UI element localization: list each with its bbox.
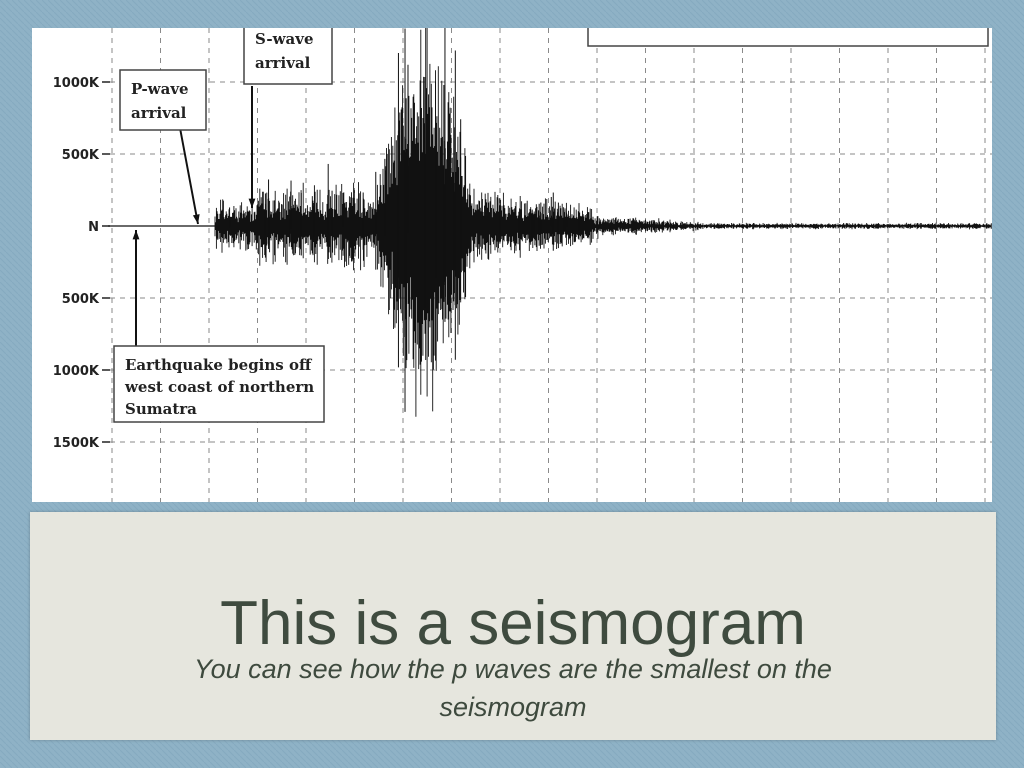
y-tick-label: 1000K [53, 76, 100, 91]
slide-subtitle: You can see how the p waves are the smal… [194, 654, 832, 722]
legend-box-partial [587, 28, 989, 47]
annotation-quake-box [113, 345, 325, 423]
arrow-p-wave-head [192, 214, 200, 224]
annotation-s-wave: S-wave arrival [243, 28, 333, 85]
y-tick-label: 500K [62, 292, 100, 307]
annotation-s-wave-label: arrival [255, 54, 311, 72]
y-axis-ticks: 1000K 500K N 500K 1000K 1500K [53, 76, 222, 451]
seismogram-trace [214, 28, 992, 417]
caption-panel: This is a seismogram You can see how the… [30, 512, 996, 740]
annotation-p-wave-box [119, 69, 207, 131]
annotation-quake: Earthquake begins off west coast of north… [113, 345, 325, 423]
seismogram-waveform [214, 28, 992, 417]
annotation-quake-label: Sumatra [125, 400, 197, 418]
arrow-s-wave-head [248, 198, 256, 208]
annotation-quake-label: west coast of northern [124, 378, 314, 396]
arrow-quake-head [132, 230, 140, 240]
annotation-p-wave-label: P-wave [131, 80, 189, 98]
arrow-p-wave [179, 127, 199, 225]
annotation-p-wave-label: arrival [131, 104, 187, 122]
annotation-p-wave: P-wave arrival [119, 69, 207, 131]
annotation-s-wave-box [243, 28, 333, 85]
y-tick-label: 1500K [53, 436, 100, 451]
slide-title: This is a seismogram [220, 589, 806, 658]
y-tick-label: 1000K [53, 364, 100, 379]
annotation-s-wave-label: S-wave [255, 30, 314, 48]
y-tick-label: N [88, 220, 99, 235]
annotations: S-wave arrival P-wave arrival Earthquake beg… [113, 28, 989, 423]
y-tick-label: 500K [62, 148, 100, 163]
grid-lines [110, 28, 992, 502]
annotation-quake-label: Earthquake begins off [125, 356, 313, 374]
seismogram-chart: 1000K 500K N 500K 1000K 1500K S-wave arrival P-… [32, 28, 992, 502]
